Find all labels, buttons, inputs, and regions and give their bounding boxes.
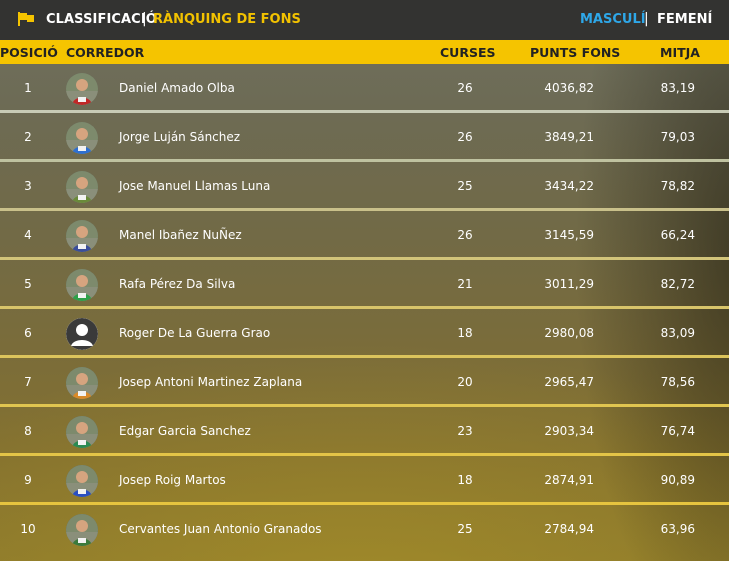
row-points: 2980,08 bbox=[544, 326, 594, 340]
runner-name[interactable]: Josep Roig Martos bbox=[119, 473, 226, 487]
runner-name[interactable]: Rafa Pérez Da Silva bbox=[119, 277, 236, 291]
avatar bbox=[66, 367, 98, 399]
row-average: 78,82 bbox=[660, 179, 695, 193]
row-races: 23 bbox=[457, 424, 473, 438]
row-average: 90,89 bbox=[660, 473, 695, 487]
column-header-races[interactable]: CURSES bbox=[440, 45, 496, 60]
avatar bbox=[66, 269, 98, 301]
runner-name[interactable]: Jorge Luján Sánchez bbox=[119, 130, 241, 144]
avatar bbox=[66, 514, 98, 546]
column-header-average[interactable]: MITJA bbox=[660, 45, 700, 60]
runner-name[interactable]: Daniel Amado Olba bbox=[119, 81, 235, 95]
title-separator: | bbox=[142, 11, 147, 27]
row-races: 25 bbox=[457, 179, 473, 193]
avatar bbox=[66, 416, 98, 448]
row-races: 18 bbox=[457, 326, 473, 340]
row-divider bbox=[0, 355, 729, 358]
runner-name[interactable]: Josep Antoni Martinez Zaplana bbox=[119, 375, 303, 389]
row-divider bbox=[0, 208, 729, 211]
row-average: 79,03 bbox=[660, 130, 695, 144]
row-points: 3011,29 bbox=[544, 277, 594, 291]
top-bar: CLASSIFICACIÓ | RÀNQUING DE FONS MASCULÍ… bbox=[0, 0, 729, 40]
row-position: 9 bbox=[24, 473, 32, 487]
column-header-position[interactable]: POSICIÓ bbox=[0, 45, 58, 60]
row-races: 26 bbox=[457, 130, 473, 144]
row-points: 3434,22 bbox=[544, 179, 594, 193]
row-points: 2965,47 bbox=[544, 375, 594, 389]
gender-separator: | bbox=[644, 11, 649, 27]
table-row[interactable]: 8 Edgar Garcia Sanchez 23 2903,34 76,74 bbox=[0, 407, 729, 456]
row-average: 63,96 bbox=[660, 522, 695, 536]
row-points: 2784,94 bbox=[544, 522, 594, 536]
row-races: 26 bbox=[457, 228, 473, 242]
runner-name[interactable]: Roger De La Guerra Grao bbox=[119, 326, 271, 340]
row-races: 18 bbox=[457, 473, 473, 487]
table-row[interactable]: 5 Rafa Pérez Da Silva 21 3011,29 82,72 bbox=[0, 260, 729, 309]
table-row[interactable]: 1 Daniel Amado Olba 26 4036,82 83,19 bbox=[0, 64, 729, 113]
row-average: 83,19 bbox=[660, 81, 695, 95]
row-divider bbox=[0, 257, 729, 260]
runner-name[interactable]: Cervantes Juan Antonio Granados bbox=[119, 522, 322, 536]
row-position: 1 bbox=[24, 81, 32, 95]
flag-icon bbox=[17, 12, 35, 26]
row-points: 2874,91 bbox=[544, 473, 594, 487]
table-header: POSICIÓ CORREDOR CURSES PUNTS FONS MITJA bbox=[0, 40, 729, 64]
row-races: 26 bbox=[457, 81, 473, 95]
avatar bbox=[66, 122, 98, 154]
row-points: 2903,34 bbox=[544, 424, 594, 438]
row-divider bbox=[0, 453, 729, 456]
row-position: 4 bbox=[24, 228, 32, 242]
row-divider bbox=[0, 306, 729, 309]
row-position: 2 bbox=[24, 130, 32, 144]
runner-name[interactable]: Jose Manuel Llamas Luna bbox=[119, 179, 271, 193]
row-points: 4036,82 bbox=[544, 81, 594, 95]
table-row[interactable]: 10 Cervantes Juan Antonio Granados 25 2784,… bbox=[0, 505, 729, 554]
avatar bbox=[66, 465, 98, 497]
avatar bbox=[66, 73, 98, 105]
page-title: CLASSIFICACIÓ bbox=[46, 12, 157, 27]
runner-name[interactable]: Manel Ibañez NuÑez bbox=[119, 228, 242, 242]
row-position: 7 bbox=[24, 375, 32, 389]
row-divider bbox=[0, 159, 729, 162]
row-average: 76,74 bbox=[660, 424, 695, 438]
column-header-points[interactable]: PUNTS FONS bbox=[530, 45, 621, 60]
row-average: 82,72 bbox=[660, 277, 695, 291]
row-races: 25 bbox=[457, 522, 473, 536]
row-average: 78,56 bbox=[660, 375, 695, 389]
tab-gender-female[interactable]: FEMENÍ bbox=[657, 12, 713, 27]
row-divider bbox=[0, 502, 729, 505]
table-row[interactable]: 2 Jorge Luján Sánchez 26 3849,21 79,03 bbox=[0, 113, 729, 162]
table-row[interactable]: 7 Josep Antoni Martinez Zaplana 20 2965,47 7… bbox=[0, 358, 729, 407]
table-row[interactable]: 9 Josep Roig Martos 18 2874,91 90,89 bbox=[0, 456, 729, 505]
row-races: 21 bbox=[457, 277, 473, 291]
row-position: 5 bbox=[24, 277, 32, 291]
table-row[interactable]: 4 Manel Ibañez NuÑez 26 3145,59 66,24 bbox=[0, 211, 729, 260]
row-average: 66,24 bbox=[660, 228, 695, 242]
runner-name[interactable]: Edgar Garcia Sanchez bbox=[119, 424, 251, 438]
row-races: 20 bbox=[457, 375, 473, 389]
row-position: 6 bbox=[24, 326, 32, 340]
row-position: 3 bbox=[24, 179, 32, 193]
column-header-runner[interactable]: CORREDOR bbox=[66, 45, 145, 60]
avatar bbox=[66, 171, 98, 203]
row-divider bbox=[0, 404, 729, 407]
row-position: 8 bbox=[24, 424, 32, 438]
avatar bbox=[66, 220, 98, 252]
table-row[interactable]: 3 Jose Manuel Llamas Luna 25 3434,22 78,82 bbox=[0, 162, 729, 211]
avatar bbox=[66, 318, 98, 350]
row-average: 83,09 bbox=[660, 326, 695, 340]
row-position: 10 bbox=[20, 522, 36, 536]
page-subtitle: RÀNQUING DE FONS bbox=[153, 12, 301, 27]
table-row[interactable]: 6 Roger De La Guerra Grao 18 2980,08 83,09 bbox=[0, 309, 729, 358]
tab-gender-male[interactable]: MASCULÍ bbox=[580, 12, 646, 27]
row-divider bbox=[0, 110, 729, 113]
row-points: 3849,21 bbox=[544, 130, 594, 144]
row-points: 3145,59 bbox=[544, 228, 594, 242]
